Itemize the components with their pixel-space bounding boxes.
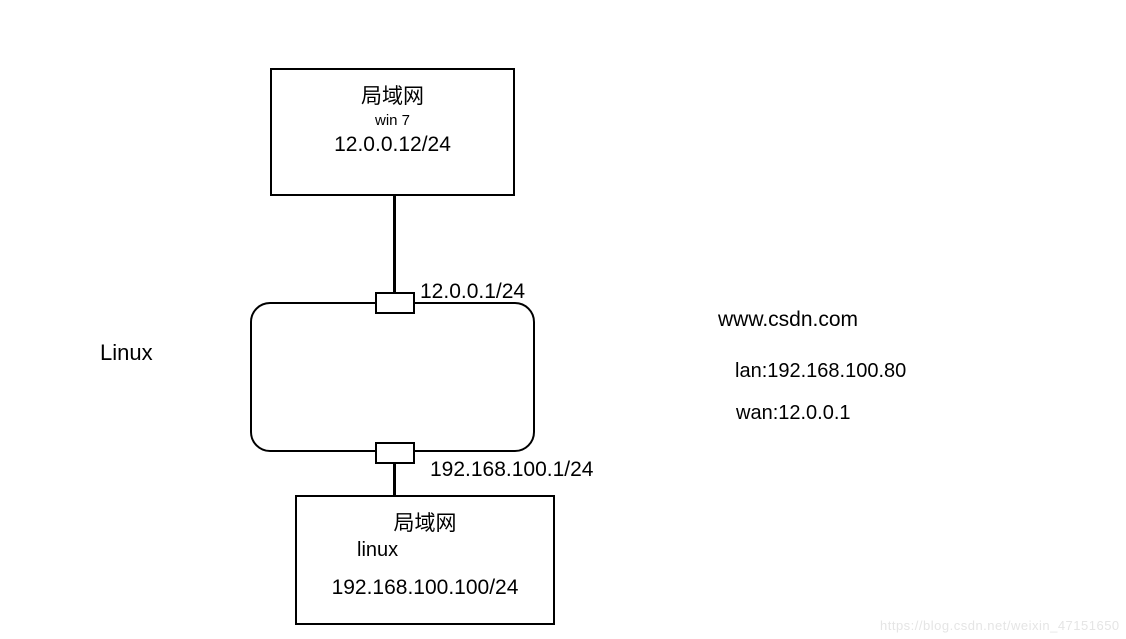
bottom-lan-box: 局域网 linux 192.168.100.100/24	[295, 495, 555, 625]
edge-top	[393, 196, 396, 292]
router-bottom-port-label: 192.168.100.1/24	[430, 458, 594, 482]
edge-bottom	[393, 464, 396, 495]
annotation-lan: lan:192.168.100.80	[735, 360, 906, 383]
watermark: https://blog.csdn.net/weixin_47151650	[880, 618, 1120, 633]
annotation-domain: www.csdn.com	[718, 308, 858, 332]
router-bottom-port	[375, 442, 415, 464]
top-lan-box: 局域网 win 7 12.0.0.12/24	[270, 68, 515, 196]
router-top-port-label: 12.0.0.1/24	[420, 280, 525, 304]
router-box	[250, 302, 535, 452]
router-top-port	[375, 292, 415, 314]
bottom-box-ip: 192.168.100.100/24	[297, 576, 553, 600]
router-label: Linux	[100, 340, 153, 366]
top-box-subtitle: win 7	[272, 112, 513, 129]
bottom-box-title: 局域网	[297, 507, 553, 537]
top-box-title: 局域网	[272, 80, 513, 110]
annotation-wan: wan:12.0.0.1	[736, 402, 851, 425]
bottom-box-subtitle: linux	[297, 539, 553, 562]
top-box-ip: 12.0.0.12/24	[272, 133, 513, 157]
